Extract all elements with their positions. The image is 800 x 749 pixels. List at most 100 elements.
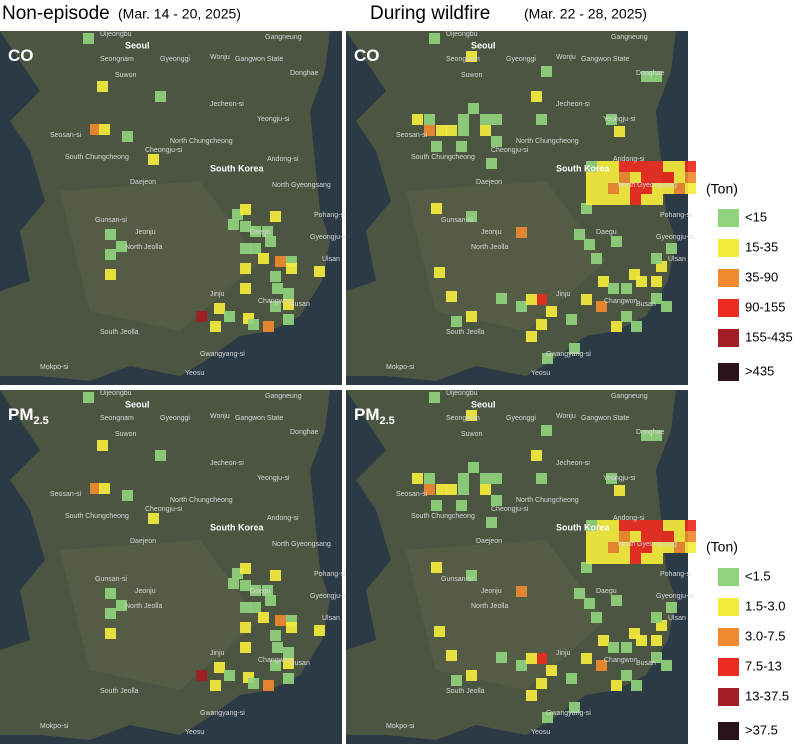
emission-cell <box>630 183 641 194</box>
emission-cell <box>652 194 663 205</box>
emission-cell <box>263 680 274 691</box>
emission-cell <box>569 343 580 354</box>
emission-cell <box>546 306 557 317</box>
emission-cell <box>608 553 619 564</box>
emission-cell <box>591 612 602 623</box>
emission-cell <box>581 653 592 664</box>
emission-cell <box>608 642 619 653</box>
emission-cell <box>466 311 477 322</box>
place-label: Gwangyang-si <box>200 710 245 717</box>
place-label: Yeongju-si <box>257 116 290 123</box>
place-label: South Korea <box>210 522 264 532</box>
place-label: Cheongju-si <box>491 147 529 154</box>
emission-cell <box>480 114 491 125</box>
emission-cell <box>596 301 607 312</box>
place-label: Gangwon State <box>581 415 629 422</box>
place-label: Daegu <box>250 588 271 595</box>
emission-cell <box>431 500 442 511</box>
emission-cell <box>466 51 477 62</box>
emission-cell <box>431 203 442 214</box>
emission-cell <box>608 161 619 172</box>
emission-cell <box>434 626 445 637</box>
place-label: Daejeon <box>130 538 156 545</box>
panel-label: CO <box>354 46 380 65</box>
legend-label: <15 <box>745 209 767 224</box>
emission-cell <box>536 319 547 330</box>
emission-cell <box>621 670 632 681</box>
emission-cell <box>536 473 547 484</box>
emission-cell <box>286 256 297 267</box>
place-label: Andong-si <box>267 515 299 522</box>
place-label: Gangneung <box>265 34 302 41</box>
place-label: Gwangyang-si <box>200 351 245 358</box>
map-panel: Uijeongbu Seoul Gangneung Gyeonggi Gangwon S… <box>0 31 348 385</box>
place-label: Gunsan-si <box>441 576 473 583</box>
place-label: Yeosu <box>531 370 550 377</box>
place-label: North Gyeongsang <box>272 541 331 548</box>
emission-cell <box>541 66 552 77</box>
emission-cell <box>424 473 435 484</box>
emission-cell <box>496 652 507 663</box>
panel-label: PM2.5 <box>8 405 49 426</box>
emission-cell <box>446 650 457 661</box>
emission-cell <box>429 392 440 403</box>
panel-label-main: PM <box>354 405 380 424</box>
place-label: Gangwon State <box>235 56 283 63</box>
emission-cell <box>250 226 261 237</box>
column-period: (Mar. 14 - 20, 2025) <box>118 6 241 22</box>
emission-cell <box>468 462 479 473</box>
place-label: North Gyeongsang <box>618 541 677 548</box>
emission-cell <box>526 653 537 664</box>
emission-cell <box>641 172 652 183</box>
emission-cell <box>641 531 652 542</box>
emission-cell <box>586 183 597 194</box>
emission-cell <box>546 665 557 676</box>
legend-label: >435 <box>745 363 774 378</box>
emission-cell <box>656 620 667 631</box>
place-label: Seosan-si <box>396 491 428 498</box>
emission-cell <box>685 183 696 194</box>
emission-cell <box>250 585 261 596</box>
emission-cell <box>652 183 663 194</box>
place-label: Pohang-si <box>314 212 346 219</box>
emission-cell <box>286 615 297 626</box>
place-label: Mokpo-si <box>386 364 415 371</box>
emission-cell <box>468 103 479 114</box>
emission-cell <box>630 172 641 183</box>
place-label: Jeonju <box>481 229 502 236</box>
place-label: Suwon <box>115 431 137 438</box>
emission-cell <box>584 598 595 609</box>
place-label: South Korea <box>210 163 264 173</box>
place-label: Andong-si <box>613 156 645 163</box>
place-label: Busan <box>290 301 310 308</box>
emission-cell <box>685 531 696 542</box>
place-label: Uijeongbu <box>446 31 478 38</box>
emission-cell <box>631 321 642 332</box>
emission-cell <box>526 294 537 305</box>
legend-swatch <box>718 722 739 740</box>
emission-cell <box>196 670 207 681</box>
emission-cell <box>262 226 273 237</box>
land-shade <box>60 181 260 331</box>
place-label: Suwon <box>461 72 483 79</box>
emission-cell <box>224 670 235 681</box>
emission-cell <box>424 114 435 125</box>
emission-cell <box>431 141 442 152</box>
emission-cell <box>586 531 597 542</box>
emission-cell <box>286 263 297 274</box>
emission-cell <box>685 172 696 183</box>
legend-swatch <box>718 239 739 257</box>
emission-cell <box>685 161 696 172</box>
place-label: Mokpo-si <box>40 723 69 730</box>
place-label: Seongnam <box>446 56 480 63</box>
emission-cell <box>586 542 597 553</box>
place-label: North Gyeongsang <box>618 182 677 189</box>
emission-cell <box>456 141 467 152</box>
emission-cell <box>458 473 469 484</box>
emission-cell <box>531 91 542 102</box>
place-label: Andong-si <box>613 515 645 522</box>
emission-cell <box>424 484 435 495</box>
emission-cell <box>674 183 685 194</box>
place-label: Gangneung <box>265 393 302 400</box>
emission-cell <box>641 161 652 172</box>
